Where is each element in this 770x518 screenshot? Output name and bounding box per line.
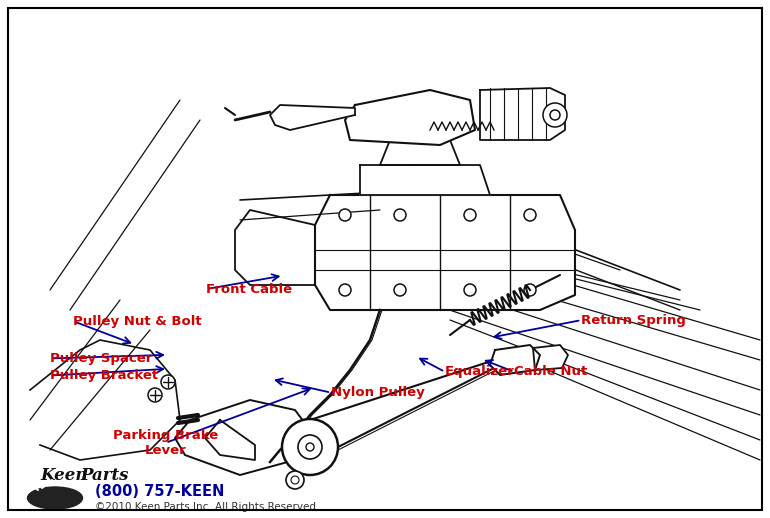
- Polygon shape: [380, 140, 460, 165]
- Circle shape: [464, 284, 476, 296]
- Text: Return Spring: Return Spring: [581, 313, 686, 327]
- Polygon shape: [315, 195, 575, 310]
- Text: Front Cable: Front Cable: [206, 282, 293, 296]
- Polygon shape: [205, 420, 255, 460]
- Polygon shape: [360, 165, 490, 195]
- Text: Keen: Keen: [40, 467, 88, 484]
- Circle shape: [543, 103, 567, 127]
- Polygon shape: [533, 345, 568, 370]
- Text: Nylon Pulley: Nylon Pulley: [331, 386, 425, 399]
- Circle shape: [291, 476, 299, 484]
- Circle shape: [524, 209, 536, 221]
- Polygon shape: [345, 90, 475, 145]
- Text: Pulley Spacer: Pulley Spacer: [50, 352, 152, 365]
- Circle shape: [394, 284, 406, 296]
- Text: ©2010 Keen Parts Inc. All Rights Reserved: ©2010 Keen Parts Inc. All Rights Reserve…: [95, 502, 316, 512]
- Text: Equalizer: Equalizer: [445, 365, 515, 379]
- Circle shape: [282, 419, 338, 475]
- Circle shape: [148, 388, 162, 402]
- Circle shape: [306, 443, 314, 451]
- Circle shape: [339, 284, 351, 296]
- Circle shape: [339, 209, 351, 221]
- Circle shape: [524, 284, 536, 296]
- Polygon shape: [490, 345, 540, 375]
- Polygon shape: [270, 105, 355, 130]
- Circle shape: [298, 435, 322, 459]
- Circle shape: [161, 375, 175, 389]
- Ellipse shape: [28, 487, 82, 509]
- Text: Cable Nut: Cable Nut: [514, 365, 588, 379]
- Polygon shape: [480, 88, 565, 140]
- Circle shape: [550, 110, 560, 120]
- Text: Parking Brake
Lever: Parking Brake Lever: [113, 429, 218, 457]
- Text: Parts: Parts: [80, 467, 129, 484]
- Circle shape: [464, 209, 476, 221]
- Polygon shape: [235, 210, 315, 285]
- Circle shape: [394, 209, 406, 221]
- Polygon shape: [175, 400, 310, 475]
- Text: Pulley Bracket: Pulley Bracket: [50, 369, 158, 382]
- Circle shape: [286, 471, 304, 489]
- Text: Pulley Nut & Bolt: Pulley Nut & Bolt: [73, 314, 202, 328]
- Text: (800) 757-KEEN: (800) 757-KEEN: [95, 484, 224, 499]
